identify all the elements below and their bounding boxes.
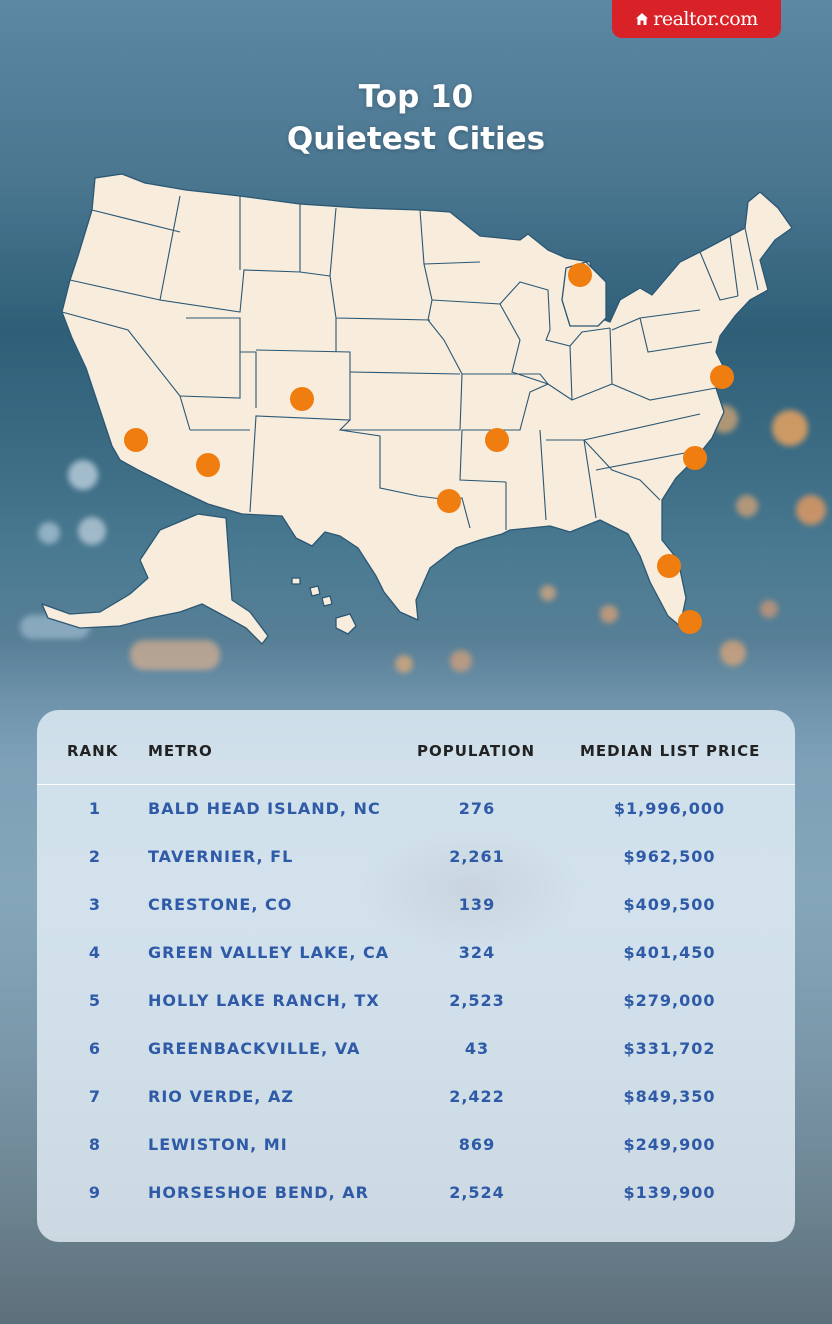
- contiguous-us-shape: [61, 173, 793, 627]
- price-cell: $1,996,000: [613, 799, 726, 818]
- marker-tavernier-fl[interactable]: [678, 610, 702, 634]
- bokeh-light: [450, 650, 472, 672]
- population-cell: 43: [464, 1039, 490, 1058]
- metro-cell: CRESTONE, CO: [148, 895, 293, 914]
- price-cell: $409,500: [623, 895, 716, 914]
- marker-greenbackville-va[interactable]: [710, 365, 734, 389]
- rank-cell: 5: [88, 991, 102, 1010]
- hawaii-island-2: [309, 585, 321, 597]
- marker-green-valley-lake-ca[interactable]: [124, 428, 148, 452]
- metro-cell: HOLLY LAKE RANCH, TX: [148, 991, 380, 1010]
- bokeh-light: [38, 522, 60, 544]
- metro-cell: GREEN VALLEY LAKE, CA: [148, 943, 390, 962]
- table-row: 9 HORSESHOE BEND, AR 2,524 $139,900: [37, 1178, 795, 1208]
- map-land: [41, 173, 793, 645]
- bokeh-light: [395, 655, 413, 673]
- rank-cell: 2: [88, 847, 102, 866]
- rank-cell: 4: [88, 943, 102, 962]
- title-line-1: Top 10: [358, 79, 474, 115]
- bokeh-light: [736, 495, 758, 517]
- metro-cell: TAVERNIER, FL: [148, 847, 294, 866]
- title-line-2: Quietest Cities: [286, 121, 546, 157]
- table-panel: [37, 710, 795, 1242]
- header-price: MEDIAN LIST PRICE: [580, 742, 761, 760]
- population-cell: 276: [458, 799, 496, 818]
- marker-horseshoe-bend-ar[interactable]: [485, 428, 509, 452]
- price-cell: $139,900: [623, 1183, 716, 1202]
- page-title: Top 10 Quietest Cities: [0, 76, 832, 160]
- rank-cell: 6: [88, 1039, 102, 1058]
- realtor-logo[interactable]: realtor.com: [612, 0, 781, 38]
- header-metro: METRO: [148, 742, 213, 760]
- rank-cell: 1: [88, 799, 102, 818]
- metro-cell: GREENBACKVILLE, VA: [148, 1039, 361, 1058]
- bokeh-light: [68, 460, 98, 490]
- bokeh-light: [130, 640, 220, 670]
- population-cell: 2,524: [449, 1183, 505, 1202]
- city-markers: [124, 263, 734, 634]
- bokeh-light: [772, 410, 808, 446]
- population-cell: 2,523: [449, 991, 505, 1010]
- price-cell: $279,000: [623, 991, 716, 1010]
- bokeh-light: [796, 495, 826, 525]
- us-map: [41, 173, 793, 645]
- table-row: 6 GREENBACKVILLE, VA 43 $331,702: [37, 1034, 795, 1064]
- marker-lewiston-mi[interactable]: [568, 263, 592, 287]
- logo-text: realtor.com: [653, 8, 758, 30]
- table-row: 4 GREEN VALLEY LAKE, CA 324 $401,450: [37, 938, 795, 968]
- marker-rio-verde-az[interactable]: [196, 453, 220, 477]
- bokeh-light: [540, 585, 556, 601]
- price-cell: $401,450: [623, 943, 716, 962]
- price-cell: $849,350: [623, 1087, 716, 1106]
- population-cell: 139: [458, 895, 496, 914]
- price-cell: $962,500: [623, 847, 716, 866]
- table-row: 5 HOLLY LAKE RANCH, TX 2,523 $279,000: [37, 986, 795, 1016]
- table-row: 1 BALD HEAD ISLAND, NC 276 $1,996,000: [37, 794, 795, 824]
- marker-bald-head-island-nc[interactable]: [683, 446, 707, 470]
- state-borders: [61, 195, 759, 530]
- rank-cell: 3: [88, 895, 102, 914]
- hawaii-shape: [335, 613, 357, 635]
- rank-cell: 8: [88, 1135, 102, 1154]
- header-divider: [37, 784, 795, 785]
- price-cell: $249,900: [623, 1135, 716, 1154]
- hawaii-island-4: [291, 577, 301, 585]
- alaska-shape: [41, 513, 269, 645]
- metro-cell: RIO VERDE, AZ: [148, 1087, 294, 1106]
- rank-cell: 9: [88, 1183, 102, 1202]
- table-row: 2 TAVERNIER, FL 2,261 $962,500: [37, 842, 795, 872]
- house-icon: [636, 13, 649, 25]
- header-rank: RANK: [67, 742, 119, 760]
- price-cell: $331,702: [623, 1039, 716, 1058]
- table-row: 7 RIO VERDE, AZ 2,422 $849,350: [37, 1082, 795, 1112]
- table-row: 3 CRESTONE, CO 139 $409,500: [37, 890, 795, 920]
- metro-cell: HORSESHOE BEND, AR: [148, 1183, 369, 1202]
- marker-crestone-co[interactable]: [290, 387, 314, 411]
- population-cell: 2,261: [449, 847, 505, 866]
- marker-florida-east[interactable]: [657, 554, 681, 578]
- population-cell: 324: [458, 943, 496, 962]
- marker-holly-lake-ranch-tx[interactable]: [437, 489, 461, 513]
- bokeh-light: [78, 517, 106, 545]
- table-row: 8 LEWISTON, MI 869 $249,900: [37, 1130, 795, 1160]
- population-cell: 869: [458, 1135, 496, 1154]
- bokeh-light: [720, 640, 746, 666]
- metro-cell: BALD HEAD ISLAND, NC: [148, 799, 381, 818]
- bokeh-light: [760, 600, 778, 618]
- metro-cell: LEWISTON, MI: [148, 1135, 288, 1154]
- population-cell: 2,422: [449, 1087, 505, 1106]
- hawaii-island-3: [321, 595, 333, 607]
- rank-cell: 7: [88, 1087, 102, 1106]
- header-population: POPULATION: [417, 742, 536, 760]
- bokeh-light: [600, 605, 618, 623]
